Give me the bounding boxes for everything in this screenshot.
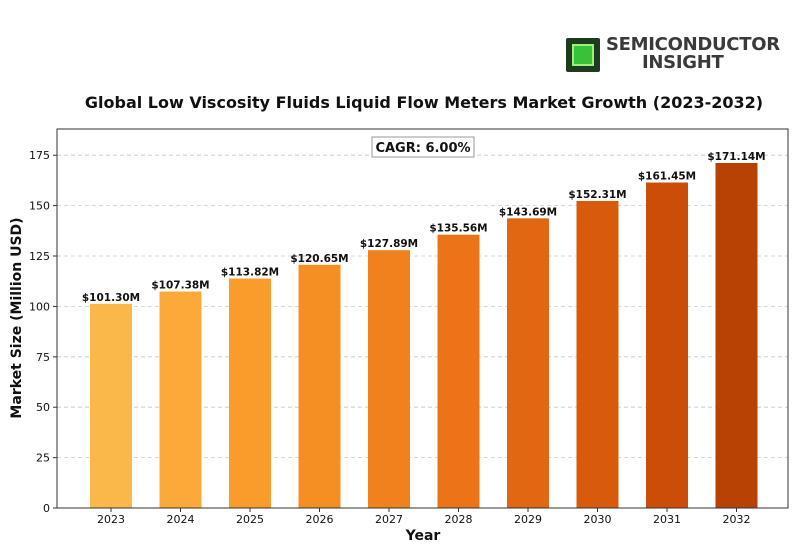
x-axis-label: Year bbox=[405, 528, 441, 544]
bar-2023 bbox=[90, 303, 132, 508]
y-tick-label: 25 bbox=[36, 452, 50, 465]
bar-2029 bbox=[507, 218, 549, 508]
x-tick-label: 2023 bbox=[97, 513, 125, 526]
cagr-text: CAGR: 6.00% bbox=[375, 141, 470, 156]
brand-name: SEMICONDUCTOR INSIGHT bbox=[606, 36, 780, 72]
data-label: $101.30M bbox=[82, 292, 140, 304]
bar-2026 bbox=[298, 264, 341, 508]
bar-2024 bbox=[159, 291, 202, 508]
chart-title: Global Low Viscosity Fluids Liquid Flow … bbox=[84, 93, 764, 112]
data-label: $171.14M bbox=[707, 151, 765, 163]
data-label: $113.82M bbox=[221, 267, 279, 279]
y-tick-label: 50 bbox=[36, 401, 50, 414]
plot-frame bbox=[56, 128, 789, 509]
data-label: $152.31M bbox=[568, 189, 626, 201]
data-labels: $101.30M $107.38M $113.82M $120.65M $127.89M… bbox=[82, 151, 766, 304]
data-label: $107.38M bbox=[151, 280, 209, 292]
data-label: $143.69M bbox=[499, 206, 557, 218]
data-label: $127.89M bbox=[360, 238, 418, 250]
x-tick-label: 2025 bbox=[236, 513, 264, 526]
x-tick-label: 2032 bbox=[723, 513, 751, 526]
y-tick-label: 100 bbox=[29, 300, 50, 313]
x-tick-label: 2026 bbox=[306, 513, 334, 526]
y-tick-label: 150 bbox=[29, 200, 50, 213]
brand-line2: INSIGHT bbox=[642, 52, 724, 73]
data-label: $161.45M bbox=[638, 171, 696, 183]
bar-2025 bbox=[229, 278, 271, 508]
x-tick-label: 2030 bbox=[584, 513, 612, 526]
brand-logo: SEMICONDUCTOR INSIGHT bbox=[566, 36, 780, 75]
x-tick-label: 2029 bbox=[514, 513, 542, 526]
brand-line1: SEMICONDUCTOR bbox=[606, 34, 780, 55]
bar-2027 bbox=[368, 250, 410, 508]
cagr-annotation: CAGR: 6.00% bbox=[371, 136, 475, 158]
y-tick-label: 125 bbox=[29, 250, 50, 263]
bar-2031 bbox=[646, 182, 688, 508]
x-tick-label: 2024 bbox=[167, 513, 195, 526]
y-tick-label: 175 bbox=[29, 149, 50, 162]
chip-icon bbox=[566, 38, 600, 72]
y-axis-label: Market Size (Million USD) bbox=[9, 217, 25, 418]
cagr-box bbox=[371, 136, 475, 158]
data-label: $135.56M bbox=[429, 223, 487, 235]
x-tick-label: 2028 bbox=[445, 513, 473, 526]
bar-2032 bbox=[715, 162, 758, 508]
y-tick-label: 75 bbox=[36, 351, 50, 364]
x-tick-label: 2031 bbox=[653, 513, 681, 526]
x-axis-ticks: 2023 2024 2025 2026 2027 2028 2029 2030 2031 2032 bbox=[97, 508, 751, 526]
bars bbox=[90, 162, 758, 509]
x-tick-label: 2027 bbox=[375, 513, 403, 526]
y-tick-label: 0 bbox=[43, 502, 50, 515]
data-label: $120.65M bbox=[290, 253, 348, 265]
bar-2030 bbox=[576, 200, 619, 508]
bar-2028 bbox=[437, 234, 480, 509]
y-axis-ticks: 0 25 50 75 100 125 150 175 bbox=[29, 149, 57, 515]
